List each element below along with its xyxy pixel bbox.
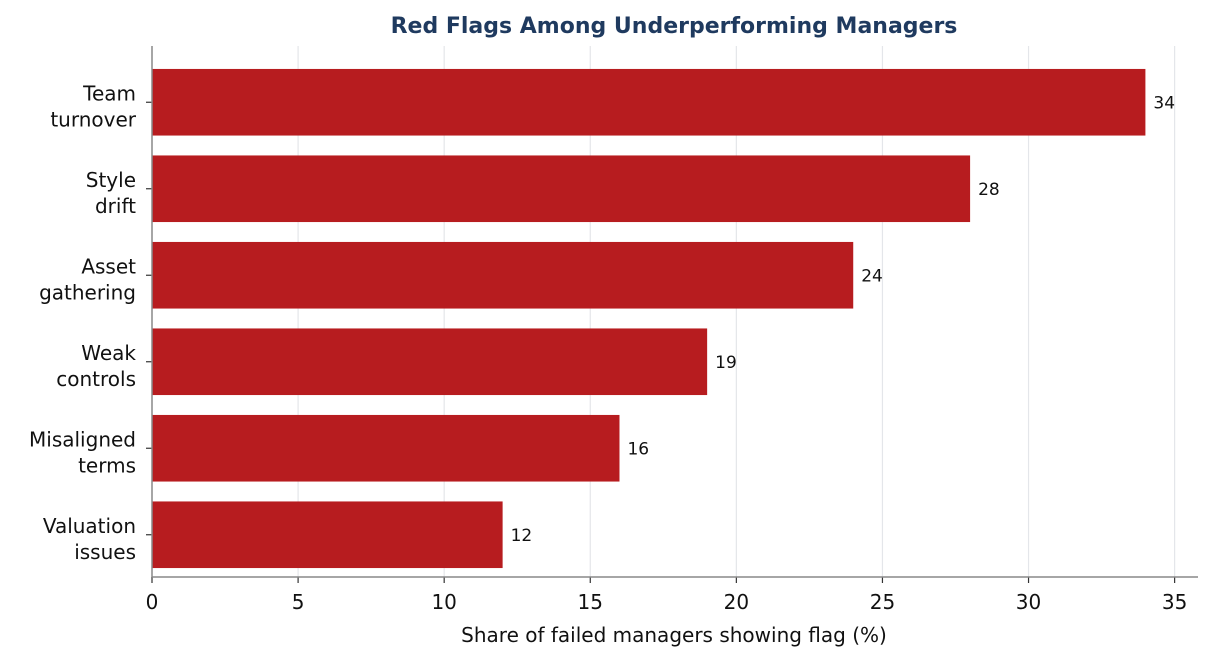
bar [152,241,854,309]
bar [152,414,620,482]
category-label-line: Team [82,81,136,105]
category-label-line: controls [56,367,136,391]
x-tick-label: 5 [292,590,305,614]
bar-value-label: 24 [861,266,883,286]
category-label-line: Style [86,168,136,192]
x-tick-label: 10 [431,590,456,614]
bars: 34 28 24 19 16 12 [152,68,1175,569]
category-label: Misaligned terms [29,427,136,477]
category-label-line: Weak [81,341,136,365]
category-label-line: drift [95,194,136,218]
category-label-line: issues [74,540,136,564]
x-axis-title: Share of failed managers showing flag (%… [461,623,887,647]
category-label-line: turnover [50,107,136,131]
x-tick-label: 0 [146,590,159,614]
category-label-line: Misaligned [29,427,136,451]
category-label-line: terms [78,453,136,477]
category-label: Valuation issues [43,514,136,564]
x-tick-label: 15 [578,590,603,614]
bar [152,155,971,223]
category-label: Team turnover [50,81,136,131]
x-tick-label: 35 [1162,590,1187,614]
chart-title: Red Flags Among Underperforming Managers [391,14,958,39]
x-tick-label: 25 [870,590,895,614]
bar [152,501,503,569]
bar-value-label: 34 [1153,93,1175,113]
bar-value-label: 19 [715,353,737,373]
category-label-line: Valuation [43,514,136,538]
category-label: Style drift [86,168,136,218]
category-label-line: gathering [39,280,136,304]
category-label: Asset gathering [39,254,136,304]
x-tick-label: 30 [1016,590,1041,614]
bar [152,68,1146,136]
bar [152,328,708,396]
category-label: Weak controls [56,341,136,391]
bar-value-label: 12 [511,526,533,546]
bar-value-label: 28 [978,180,1000,200]
category-label-line: Asset [81,254,136,278]
bar-value-label: 16 [627,439,649,459]
x-tick-label: 20 [724,590,749,614]
axes: 0 5 10 15 20 25 30 35 Team turnover Style drift Asse… [29,46,1198,614]
